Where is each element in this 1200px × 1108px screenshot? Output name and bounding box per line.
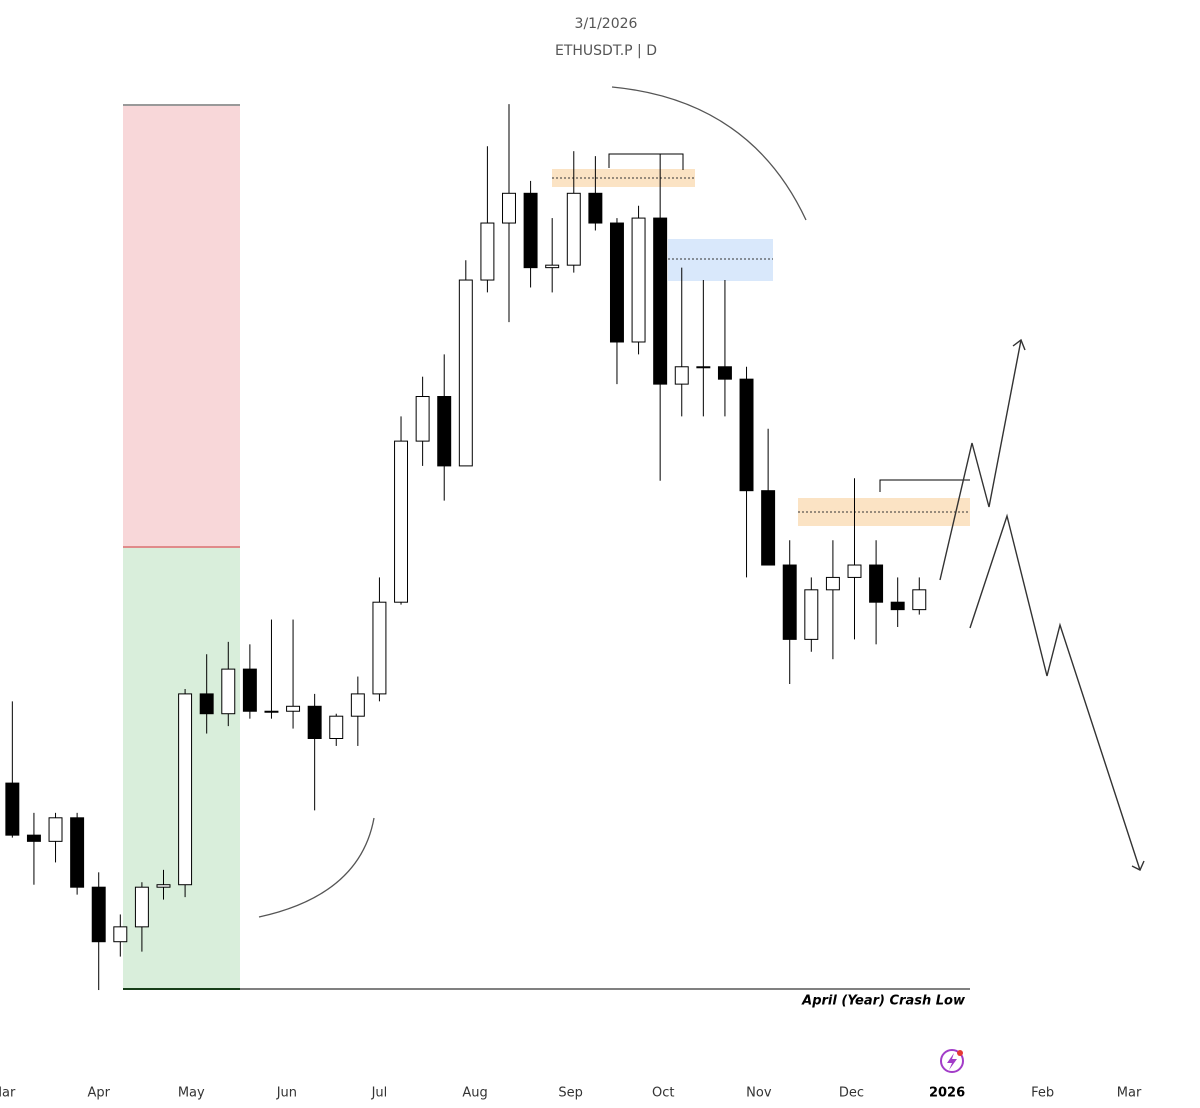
candle-body bbox=[113, 926, 128, 943]
curve bbox=[258, 817, 375, 918]
x-tick-label: Nov bbox=[746, 1086, 772, 1101]
candle-body bbox=[869, 564, 884, 603]
bull-path bbox=[939, 339, 1022, 581]
x-tick-label: Jun bbox=[276, 1086, 297, 1101]
bear-path bbox=[969, 513, 1141, 871]
candle-body bbox=[394, 440, 409, 603]
chart-subtitle: ETHUSDT.P | D bbox=[555, 43, 657, 59]
candle-body bbox=[739, 378, 754, 492]
x-tick-label: Dec bbox=[839, 1086, 864, 1101]
candle-body bbox=[609, 222, 624, 343]
x-tick-label: Aug bbox=[462, 1086, 487, 1101]
candle-body bbox=[70, 817, 85, 888]
candle-body bbox=[329, 715, 344, 740]
risk-zone bbox=[123, 105, 240, 547]
chart-title: 3/1/2026 bbox=[575, 16, 638, 32]
candle-body bbox=[415, 396, 430, 442]
annotation: April (Year) Crash Low bbox=[801, 994, 966, 1009]
supply-zone bbox=[552, 169, 695, 187]
candle-body bbox=[523, 192, 538, 269]
candle-body bbox=[566, 192, 581, 266]
candle-body bbox=[804, 589, 819, 640]
x-tick-label: Apr bbox=[87, 1086, 110, 1101]
candle-body bbox=[761, 490, 776, 566]
candle-body bbox=[717, 366, 732, 380]
x-tick-label: Feb bbox=[1031, 1086, 1054, 1101]
candle-body bbox=[437, 396, 452, 467]
arrow-head bbox=[1012, 338, 1026, 351]
range-line bbox=[879, 479, 970, 492]
arrow-head bbox=[1131, 860, 1145, 871]
logo-bolt bbox=[947, 1053, 957, 1070]
fvg-zone bbox=[668, 239, 773, 281]
candle-body bbox=[588, 192, 603, 224]
candle-body bbox=[134, 886, 149, 928]
x-tick-label: 2026 bbox=[929, 1086, 965, 1101]
candle-body bbox=[178, 693, 193, 886]
x-tick-label: Jul bbox=[371, 1086, 388, 1101]
candle-body bbox=[350, 693, 365, 717]
candle-body bbox=[912, 589, 927, 611]
logo-dot bbox=[957, 1050, 963, 1056]
candle-body bbox=[631, 217, 646, 343]
candle-body bbox=[674, 366, 689, 385]
candle-body bbox=[782, 564, 797, 640]
candle-body bbox=[5, 782, 20, 836]
x-tick-label: Mar bbox=[1117, 1086, 1142, 1101]
candle-body bbox=[242, 668, 257, 712]
candle-body bbox=[847, 564, 862, 578]
candle-body bbox=[48, 817, 63, 842]
candle-body bbox=[825, 576, 840, 591]
candle-body bbox=[307, 705, 322, 740]
x-tick-label: Sep bbox=[558, 1086, 583, 1101]
candle-body bbox=[199, 693, 214, 715]
candle-body bbox=[653, 217, 668, 385]
x-tick-label: May bbox=[178, 1086, 205, 1101]
range-line bbox=[608, 153, 684, 170]
candle-body bbox=[221, 668, 236, 715]
candle-body bbox=[545, 264, 560, 269]
candle-body bbox=[286, 705, 301, 712]
candle-body bbox=[458, 279, 473, 467]
candle-body bbox=[156, 884, 171, 888]
candle-body bbox=[890, 601, 905, 611]
candle-body bbox=[264, 710, 279, 713]
candle-body bbox=[480, 222, 495, 281]
candle-body bbox=[26, 834, 41, 842]
candle-body bbox=[502, 192, 516, 224]
candle-body bbox=[696, 366, 711, 369]
x-tick-label: Oct bbox=[652, 1086, 674, 1101]
x-tick-label: Mar bbox=[0, 1086, 16, 1101]
curve bbox=[611, 86, 807, 221]
candle-body bbox=[91, 886, 106, 943]
candle-body bbox=[372, 601, 387, 695]
logo-icon bbox=[940, 1049, 964, 1073]
